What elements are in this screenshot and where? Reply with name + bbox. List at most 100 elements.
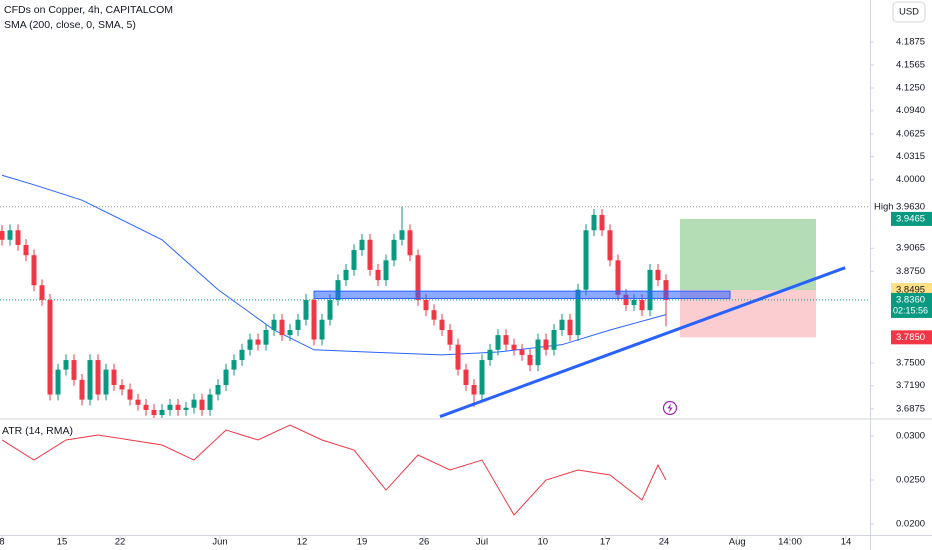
- candle-body: [135, 399, 141, 405]
- candle-body: [199, 399, 205, 410]
- indicator-title: SMA (200, close, 0, SMA, 5): [4, 19, 136, 31]
- x-tick-label: 12: [297, 537, 308, 548]
- candle-body: [567, 319, 573, 336]
- y-tick-label: 4.1250: [896, 83, 925, 94]
- candle-body: [559, 319, 565, 330]
- target-label: 3.9465: [896, 213, 925, 224]
- candle-body: [663, 280, 669, 300]
- x-tick-label: 24: [659, 537, 670, 548]
- candle-body: [543, 339, 549, 350]
- candle-body: [103, 369, 109, 395]
- high-label-name: High: [874, 201, 894, 212]
- y-tick-label: 4.1875: [896, 37, 925, 48]
- candle-body: [511, 344, 517, 350]
- alert-icon[interactable]: [662, 400, 678, 416]
- candle-body: [271, 319, 277, 330]
- candle-body: [447, 330, 453, 345]
- candle-body: [15, 230, 21, 245]
- y-tick-label: 3.7190: [896, 380, 925, 391]
- candle-body: [215, 385, 221, 395]
- high-label-bg: [871, 199, 932, 214]
- y-tick-label: 3.8750: [896, 266, 925, 277]
- candle-body: [383, 260, 389, 281]
- x-tick-label: 26: [419, 537, 430, 548]
- x-tick-label: 22: [115, 537, 126, 548]
- candle-body: [495, 335, 501, 350]
- candle-body: [471, 385, 477, 395]
- candle-body: [415, 255, 421, 300]
- stop-label-bg: [891, 330, 932, 345]
- x-tick-label: 15: [57, 537, 68, 548]
- candle-body: [647, 269, 653, 311]
- high-label: 3.9630: [896, 201, 925, 212]
- candle-body: [119, 385, 125, 390]
- x-tick-label: Jul: [476, 537, 488, 548]
- candle-body: [575, 289, 581, 336]
- y-tick-label: 4.0000: [896, 174, 925, 185]
- candle-body: [207, 394, 213, 410]
- candle-body: [55, 369, 61, 395]
- x-tick-label: 17: [600, 537, 611, 548]
- candle-body: [255, 339, 261, 345]
- candle-body: [343, 269, 349, 281]
- x-tick-label: Jun: [212, 537, 227, 548]
- candle-body: [87, 360, 93, 400]
- candle-body: [423, 299, 429, 311]
- candle-body: [247, 339, 253, 350]
- target-label-bg: [891, 211, 932, 226]
- candle-body: [463, 369, 469, 385]
- candle-body: [79, 379, 85, 400]
- y-tick-label: 4.0315: [896, 151, 925, 162]
- y-tick-label: 4.1565: [896, 59, 925, 70]
- x-tick-label: Aug: [729, 537, 746, 548]
- y-tick-label: 4.0940: [896, 105, 925, 116]
- y-tick-label: 0.0200: [896, 519, 925, 530]
- countdown: 02:15:56: [893, 305, 928, 315]
- y-tick-label: 4.0625: [896, 128, 925, 139]
- candle-body: [167, 404, 173, 410]
- currency-button[interactable]: [892, 1, 926, 23]
- x-tick-label: 19: [357, 537, 368, 548]
- candle-body: [327, 299, 333, 320]
- candle-body: [439, 319, 445, 330]
- candle-body: [407, 230, 413, 256]
- x-tick-label: 14:00: [778, 537, 802, 548]
- candle-body: [455, 344, 461, 370]
- entry-label: 3.8495: [896, 285, 925, 296]
- candle-body: [231, 360, 237, 370]
- candle-body: [151, 409, 157, 416]
- candle-body: [319, 319, 325, 340]
- candle-body: [535, 339, 541, 366]
- candle-body: [583, 230, 589, 290]
- candle-body: [223, 369, 229, 385]
- atr-pane: [1, 424, 667, 516]
- atr-title: ATR (14, RMA): [2, 425, 73, 437]
- candle-body: [279, 319, 285, 336]
- stop-label: 3.7850: [896, 332, 925, 343]
- currency[interactable]: USD: [899, 7, 919, 18]
- candle-body: [95, 360, 101, 395]
- candle-body: [175, 404, 181, 410]
- trendline: [439, 266, 846, 418]
- candle-body: [655, 269, 661, 281]
- candle-body: [607, 230, 613, 261]
- candle-body: [503, 335, 509, 345]
- candle-body: [287, 330, 293, 336]
- candle-body: [71, 360, 77, 380]
- chart-title: CFDs on Copper, 4h, CAPITALCOM: [4, 4, 173, 16]
- candle-body: [31, 255, 37, 286]
- candle-body: [351, 250, 357, 270]
- x-tick-label: 10: [538, 537, 549, 548]
- candle-body: [391, 239, 397, 261]
- candle-body: [623, 294, 629, 306]
- candle-body: [47, 299, 53, 395]
- last-price-bg: [891, 292, 932, 318]
- price-pane: [0, 174, 870, 418]
- candle-body: [519, 349, 525, 355]
- candle-body: [599, 214, 605, 231]
- candle-body: [143, 404, 149, 410]
- candle-body: [359, 239, 365, 251]
- candle-body: [367, 239, 373, 270]
